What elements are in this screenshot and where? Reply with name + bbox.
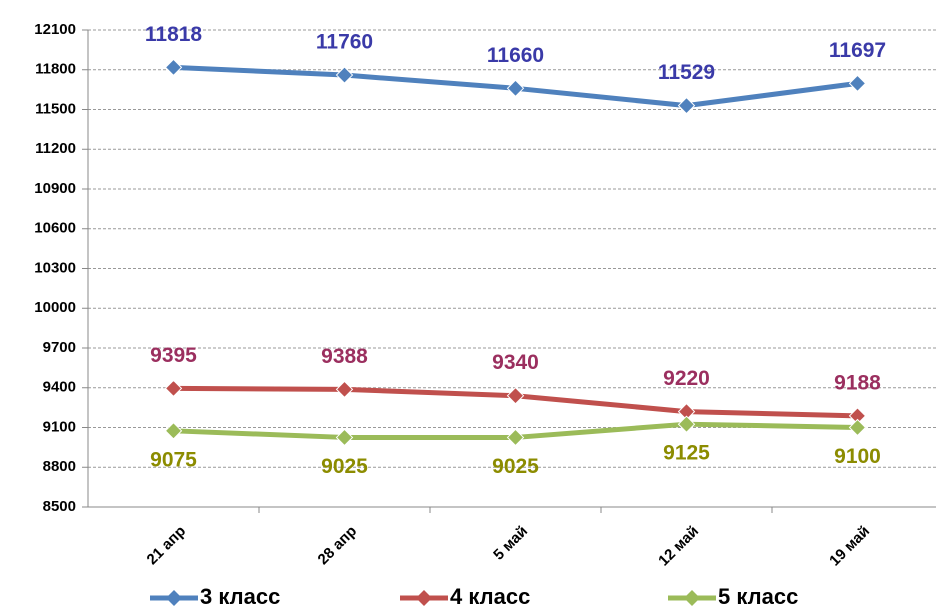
legend-marker bbox=[684, 590, 700, 606]
marker bbox=[335, 66, 354, 84]
y-tick-label: 10300 bbox=[34, 259, 76, 276]
x-tick-label: 28 апр bbox=[315, 523, 361, 569]
legend-label: 5 класс bbox=[718, 584, 798, 609]
marker bbox=[164, 379, 183, 398]
data-label: 9340 bbox=[492, 351, 539, 374]
data-label: 11697 bbox=[829, 39, 886, 62]
x-tick-label: 19 май bbox=[826, 523, 873, 570]
y-tick-label: 9700 bbox=[43, 339, 76, 356]
marker bbox=[164, 422, 183, 440]
data-label: 11660 bbox=[487, 44, 544, 67]
data-label: 9025 bbox=[321, 455, 368, 478]
marker bbox=[506, 428, 525, 447]
marker bbox=[677, 96, 696, 115]
data-label: 11818 bbox=[145, 23, 203, 46]
legend-label: 3 класс bbox=[200, 584, 280, 609]
data-label: 9075 bbox=[150, 448, 197, 471]
data-label: 9395 bbox=[150, 344, 197, 367]
marker bbox=[506, 79, 525, 98]
data-label: 9188 bbox=[834, 371, 881, 394]
legend-marker bbox=[416, 590, 432, 606]
y-tick-label: 9100 bbox=[43, 418, 76, 435]
y-tick-label: 12100 bbox=[34, 21, 76, 38]
x-tick-label: 5 май bbox=[490, 523, 531, 564]
y-tick-label: 8800 bbox=[43, 458, 76, 475]
x-tick-label: 12 май bbox=[655, 523, 702, 570]
y-tick-label: 11500 bbox=[35, 100, 76, 117]
y-tick-label: 10900 bbox=[34, 180, 76, 197]
marker bbox=[848, 418, 867, 437]
data-label: 11529 bbox=[658, 61, 715, 84]
data-label: 11760 bbox=[316, 31, 373, 54]
data-label: 9100 bbox=[834, 445, 881, 468]
data-label: 9125 bbox=[663, 442, 710, 465]
data-label: 9025 bbox=[492, 455, 539, 478]
x-tick-label: 21 апр bbox=[144, 523, 190, 569]
y-tick-label: 11800 bbox=[35, 61, 76, 78]
y-tick-label: 10600 bbox=[34, 220, 76, 237]
marker bbox=[677, 415, 696, 433]
y-tick-label: 10000 bbox=[34, 299, 76, 316]
marker bbox=[164, 58, 183, 77]
data-label: 9220 bbox=[663, 367, 710, 390]
y-tick-label: 9400 bbox=[43, 379, 76, 396]
marker bbox=[848, 74, 867, 93]
y-tick-label: 8500 bbox=[43, 498, 76, 515]
marker bbox=[335, 428, 354, 447]
legend-label: 4 класс bbox=[450, 584, 530, 609]
y-tick-label: 11200 bbox=[35, 140, 76, 157]
marker bbox=[506, 386, 525, 405]
marker bbox=[335, 380, 354, 399]
legend-marker bbox=[166, 590, 182, 606]
data-label: 9388 bbox=[321, 345, 368, 368]
